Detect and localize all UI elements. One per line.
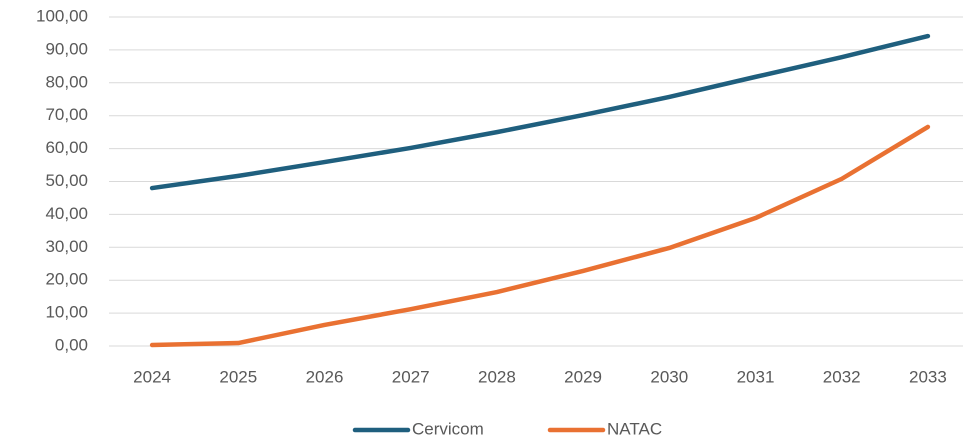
y-tick-label: 90,00 bbox=[45, 39, 88, 58]
x-tick-label: 2029 bbox=[564, 367, 602, 386]
y-tick-label: 40,00 bbox=[45, 204, 88, 223]
y-tick-label: 100,00 bbox=[36, 6, 88, 25]
y-tick-label: 0,00 bbox=[55, 335, 88, 354]
x-tick-label: 2027 bbox=[392, 367, 430, 386]
line bbox=[149, 33, 931, 191]
legend-label: NATAC bbox=[607, 419, 662, 438]
x-tick-label: 2028 bbox=[478, 367, 516, 386]
x-tick-label: 2030 bbox=[650, 367, 688, 386]
y-tick-label: 70,00 bbox=[45, 105, 88, 124]
x-tick-label: 2024 bbox=[133, 367, 171, 386]
y-tick-label: 80,00 bbox=[45, 72, 88, 91]
y-tick-label: 60,00 bbox=[45, 138, 88, 157]
line bbox=[149, 124, 931, 348]
x-tick-label: 2032 bbox=[823, 367, 861, 386]
x-tick-label: 2025 bbox=[219, 367, 257, 386]
y-tick-label: 10,00 bbox=[45, 303, 88, 322]
x-tick-label: 2026 bbox=[306, 367, 344, 386]
y-tick-label: 50,00 bbox=[45, 171, 88, 190]
legend-label: Cervicom bbox=[412, 419, 484, 438]
x-tick-label: 2033 bbox=[909, 367, 947, 386]
x-tick-label: 2031 bbox=[737, 367, 775, 386]
y-tick-label: 30,00 bbox=[45, 237, 88, 256]
y-tick-label: 20,00 bbox=[45, 270, 88, 289]
